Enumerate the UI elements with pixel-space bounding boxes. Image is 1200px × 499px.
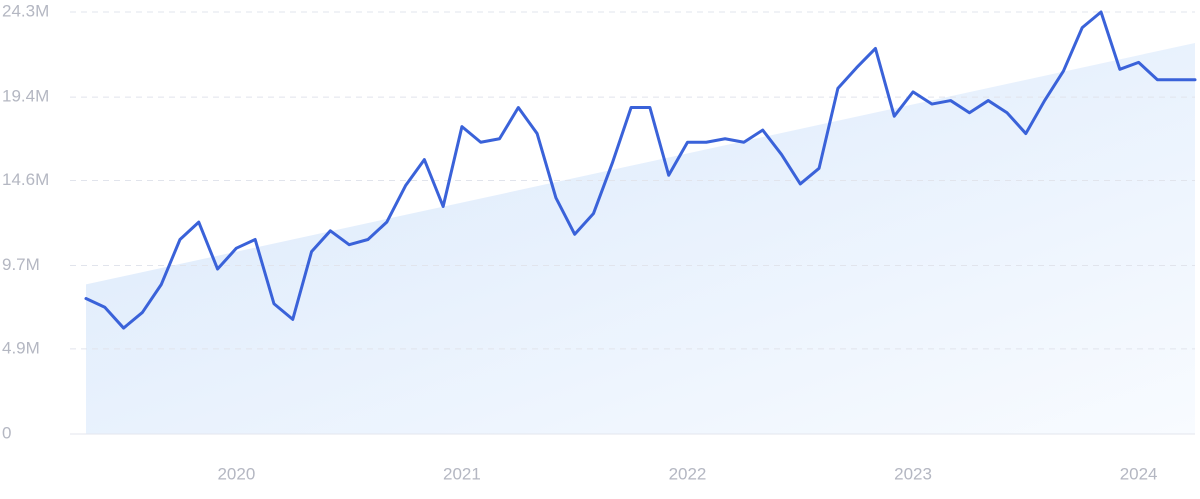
x-tick-label: 2022 xyxy=(669,464,707,483)
y-tick-label: 24.3M xyxy=(2,1,49,20)
trend-area xyxy=(86,42,1195,435)
y-tick-label: 4.9M xyxy=(2,338,40,357)
line-series xyxy=(84,10,1197,330)
y-tick-label: 14.6M xyxy=(2,170,49,189)
x-tick-label: 2023 xyxy=(894,464,932,483)
x-tick-label: 2024 xyxy=(1120,464,1158,483)
x-tick-label: 2020 xyxy=(217,464,255,483)
y-tick-label: 9.7M xyxy=(2,255,40,274)
y-tick-label: 0 xyxy=(2,423,11,442)
x-tick-label: 2021 xyxy=(443,464,481,483)
y-tick-label: 19.4M xyxy=(2,87,49,106)
